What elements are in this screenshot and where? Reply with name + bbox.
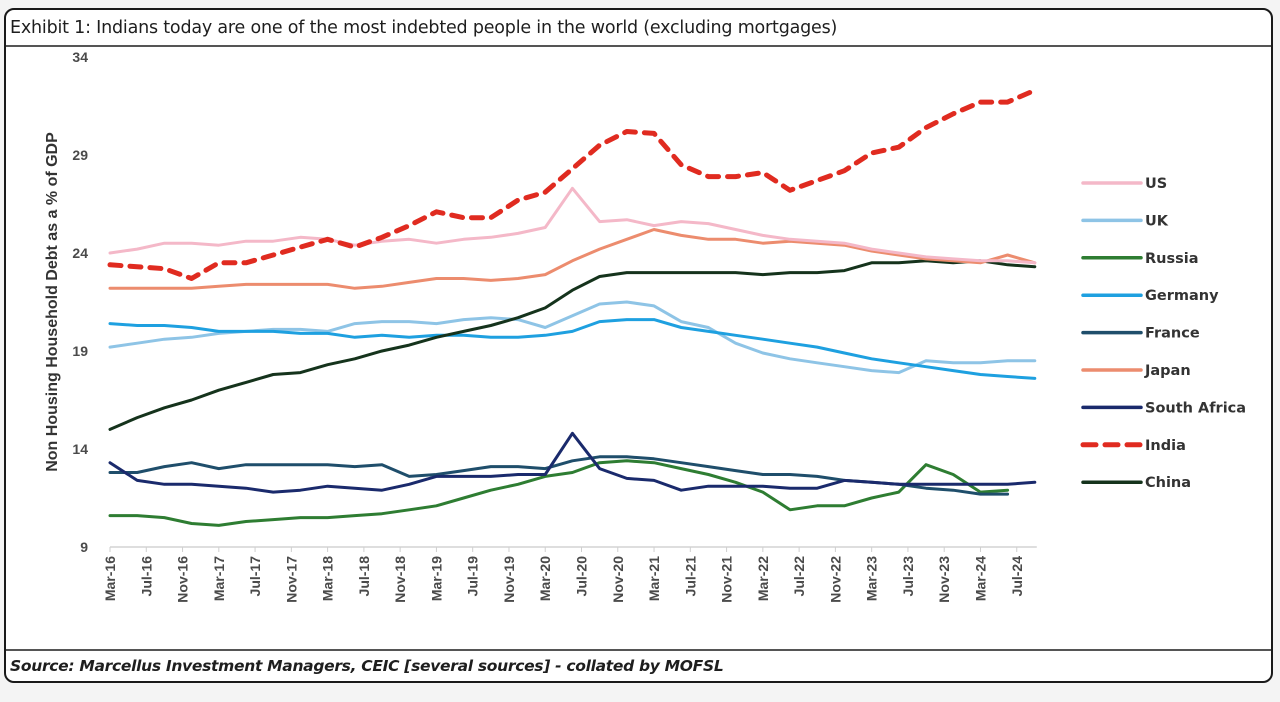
x-tick-label: Jul-19 (465, 556, 481, 597)
y-axis-title: Non Housing Household Debt as a % of GDP (44, 132, 61, 472)
series-line-india (107, 87, 1038, 281)
legend-item-france: France (1081, 326, 1200, 342)
legend-item-china: China (1081, 475, 1191, 491)
legend-label: China (1145, 475, 1191, 491)
legend: US UK Russia Germany France Japan South Africa… (1080, 176, 1246, 491)
series-line-germany (108, 318, 1037, 380)
series-line-us (108, 186, 1037, 265)
legend-label: Germany (1145, 288, 1219, 304)
x-tick-label: Nov-19 (501, 556, 517, 603)
title-band: Exhibit 1: Indians today are one of the … (6, 10, 1271, 47)
x-tick-label: Jul-18 (356, 556, 372, 597)
source-note: Source: Marcellus Investment Managers, C… (10, 657, 724, 675)
chart-title: Exhibit 1: Indians today are one of the … (10, 18, 838, 38)
legend-item-us: US (1081, 176, 1167, 192)
x-tick-label: Mar-18 (320, 556, 336, 601)
x-tick-label: Jul-23 (900, 556, 916, 597)
series-line-south-africa (108, 431, 1037, 494)
y-tick-label: 29 (72, 147, 88, 163)
x-tick-label: Jul-24 (1009, 556, 1025, 597)
legend-item-japan: Japan (1081, 363, 1191, 379)
legend-label: India (1145, 438, 1186, 454)
x-tick-label: Jul-17 (247, 556, 263, 597)
legend-label: US (1145, 176, 1167, 192)
x-tick-label: Nov-17 (283, 556, 299, 603)
x-tick-label: Mar-21 (646, 556, 662, 601)
x-tick-label: Jul-16 (138, 556, 154, 597)
x-tick-label: Nov-22 (827, 556, 843, 603)
x-tick-label: Nov-16 (175, 556, 191, 603)
series-line-japan (108, 228, 1037, 290)
y-axis: 9 14 19 24 29 34 (72, 49, 88, 555)
x-tick-label: Mar-22 (755, 556, 771, 601)
series-lines (107, 87, 1038, 527)
x-tick-label: Nov-21 (719, 556, 735, 603)
x-tick-label: Mar-19 (428, 556, 444, 601)
legend-label: South Africa (1145, 400, 1246, 416)
y-tick-label: 9 (80, 539, 88, 555)
legend-label: France (1145, 326, 1200, 342)
x-tick-label: Nov-23 (936, 556, 952, 603)
x-tick-label: Mar-17 (211, 556, 227, 601)
x-axis: Mar-16 Jul-16 Nov-16 Mar-17 Jul-17 Nov-17 Mar-… (102, 546, 1037, 603)
x-tick-label: Nov-20 (610, 556, 626, 603)
source-band: Source: Marcellus Investment Managers, C… (6, 649, 1271, 681)
series-line-china (108, 259, 1037, 431)
y-tick-label: 24 (72, 245, 88, 261)
legend-item-india: India (1080, 438, 1186, 454)
x-tick-label: Nov-18 (392, 556, 408, 603)
y-tick-label: 19 (72, 343, 88, 359)
legend-label: Russia (1145, 251, 1199, 267)
x-tick-label: Jul-20 (574, 556, 590, 597)
legend-item-germany: Germany (1081, 288, 1219, 304)
series-line-russia (108, 459, 1010, 527)
x-tick-label: Mar-24 (972, 556, 988, 601)
legend-label: UK (1145, 213, 1169, 229)
y-tick-label: 34 (72, 49, 88, 65)
exhibit-frame: Exhibit 1: Indians today are one of the … (4, 8, 1273, 683)
x-tick-label: Mar-20 (537, 556, 553, 601)
legend-label: Japan (1144, 363, 1191, 379)
legend-item-south-africa: South Africa (1081, 400, 1246, 416)
x-tick-label: Jul-22 (791, 556, 807, 597)
legend-item-uk: UK (1081, 213, 1169, 229)
x-tick-label: Mar-23 (864, 556, 880, 601)
y-tick-label: 14 (72, 441, 88, 457)
x-tick-label: Jul-21 (682, 556, 698, 597)
x-tick-label: Mar-16 (102, 556, 118, 601)
legend-item-russia: Russia (1081, 251, 1199, 267)
